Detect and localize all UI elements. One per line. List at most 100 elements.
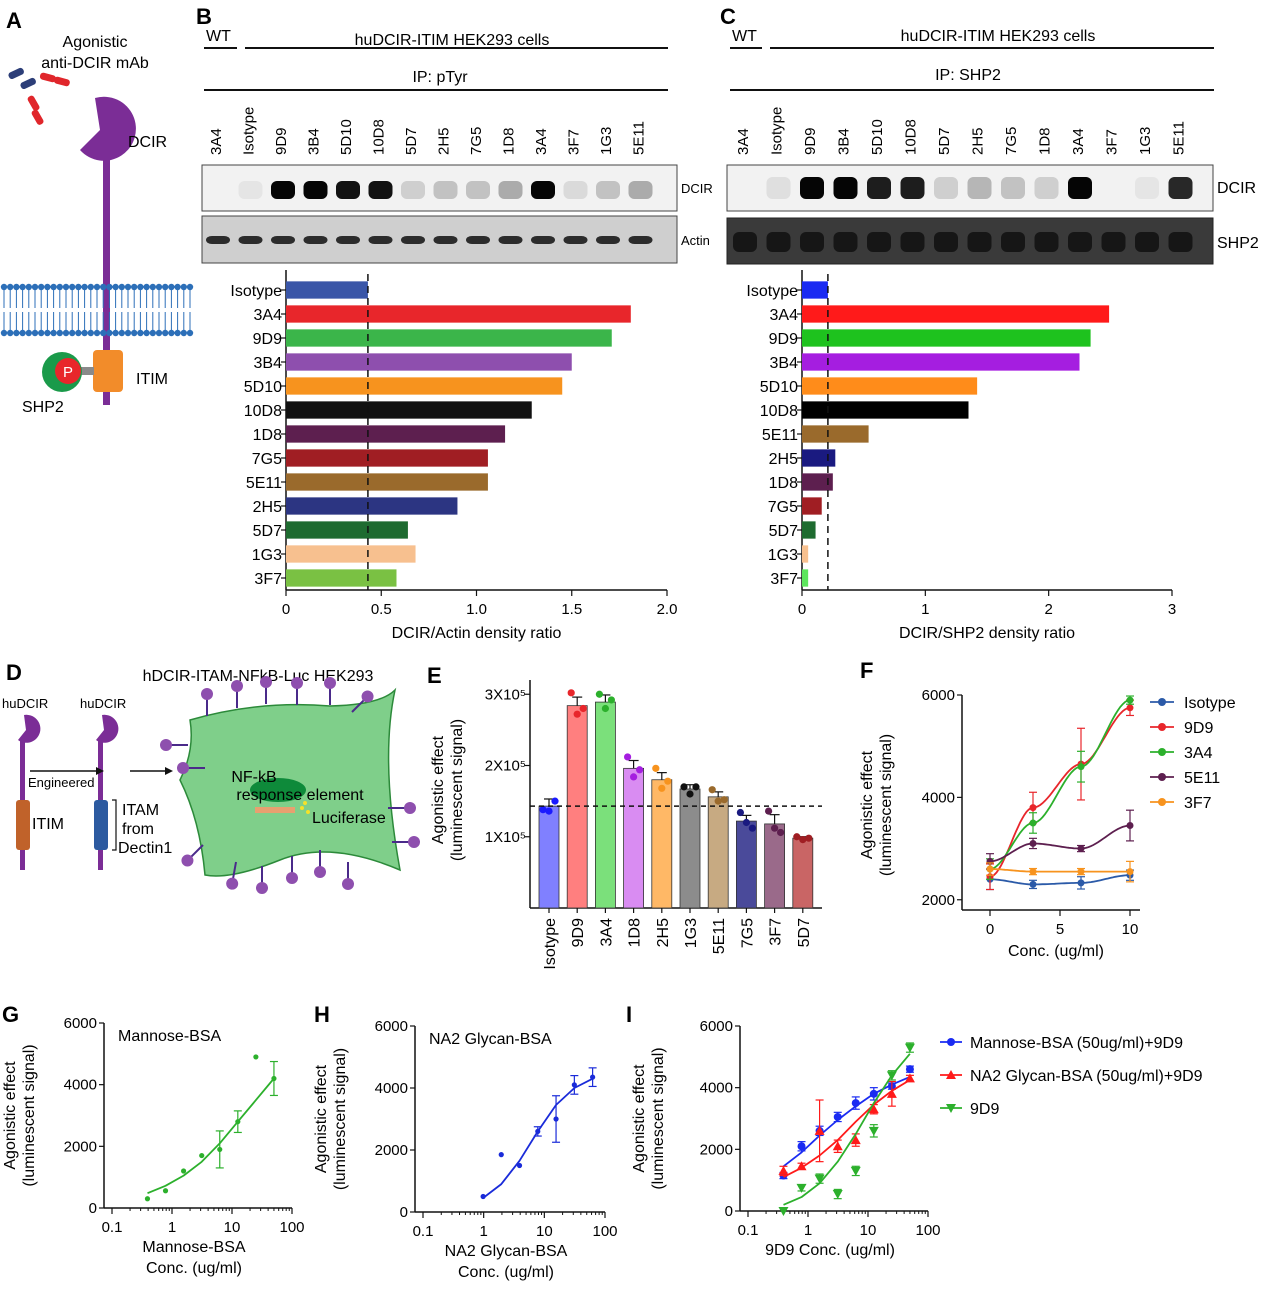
category-label: 5E11 xyxy=(246,475,282,492)
panel-a: A Agonistic anti-DCIR mAb DCIR ITIM P SH… xyxy=(0,8,194,416)
bar xyxy=(802,569,809,587)
d-itam-bracket xyxy=(112,799,117,851)
lane-label: 3A4 xyxy=(1070,128,1087,155)
lipid-head xyxy=(7,283,14,291)
data-point xyxy=(851,1099,860,1108)
lipid-head xyxy=(25,283,32,291)
panel-letter-h: H xyxy=(314,1002,330,1027)
lane-label: Isotype xyxy=(769,107,786,155)
cells-label-c: huDCIR-ITIM HEK293 cells xyxy=(901,28,1096,45)
itim-motif-icon xyxy=(93,350,123,392)
y-axis-label: (luminescent signal) xyxy=(449,719,466,861)
blot-band xyxy=(833,177,858,199)
receptor-icon xyxy=(324,677,336,705)
data-point xyxy=(1077,763,1085,771)
y-tick-label: 6000 xyxy=(64,1015,97,1032)
panel-letter-a: A xyxy=(6,8,22,33)
data-point xyxy=(886,1071,897,1081)
lipid-head xyxy=(25,329,32,337)
data-point xyxy=(253,1054,259,1060)
data-point xyxy=(1126,822,1134,830)
receptor-head xyxy=(260,676,272,688)
lipid-head xyxy=(0,329,8,337)
data-point xyxy=(720,796,728,804)
lipid-head xyxy=(143,329,150,337)
blot-band xyxy=(934,232,958,252)
data-point xyxy=(1029,880,1037,888)
panel-letter-f: F xyxy=(860,658,873,683)
d-itam-label-1: ITAM xyxy=(122,802,159,819)
lane-label: 2H5 xyxy=(970,127,987,155)
x-tick-label: 5 xyxy=(1056,921,1064,938)
mab-label-line2: anti-DCIR mAb xyxy=(41,55,149,72)
category-label: 5D7 xyxy=(796,918,813,947)
blot-band xyxy=(596,181,620,199)
linker-icon xyxy=(80,367,94,375)
receptor-icon xyxy=(201,688,213,716)
lane-label: 5E11 xyxy=(631,121,648,155)
bar xyxy=(286,377,563,395)
blot-label-actin-b: Actin xyxy=(681,233,710,248)
d-itim-label: ITIM xyxy=(32,816,64,833)
x-tick-label: 100 xyxy=(279,1219,304,1236)
blot-band xyxy=(433,181,458,199)
lipid-head xyxy=(143,283,150,291)
data-point xyxy=(797,1142,806,1151)
bar xyxy=(595,701,616,909)
lane-label: 10D8 xyxy=(903,119,920,155)
chart-i: 0 2000 4000 6000 0.1 1 10 100 9D9 Conc. (ug/ml) A… xyxy=(631,1018,1203,1259)
panel-e: E 1X10⁵ 2X10⁵ 3X10⁵ Agonistic effect (lumine… xyxy=(427,663,822,970)
blot-band xyxy=(238,236,263,244)
blot-band xyxy=(271,236,295,244)
x-tick-label: 10 xyxy=(536,1223,553,1240)
legend-marker xyxy=(1158,723,1166,731)
d-itam-label-3: Dectin1 xyxy=(118,840,172,857)
lipid-head xyxy=(131,283,138,291)
series-line xyxy=(989,824,1131,863)
data-point xyxy=(636,766,644,774)
phospho-label: P xyxy=(63,364,73,381)
lipid-head xyxy=(155,283,163,291)
blot-band xyxy=(1034,232,1059,252)
receptor-stalk xyxy=(231,861,237,880)
data-point xyxy=(571,1082,577,1088)
panel-d: D hDCIR-ITAM-NFkB-Luc HEK293 huDCIR huDC… xyxy=(2,660,420,894)
panel-f: F 2000 4000 6000 0 5 10 Conc. (ug/ml) Agonistic… xyxy=(859,658,1236,960)
legend-label: Mannose-BSA (50ug/ml)+9D9 xyxy=(970,1035,1183,1052)
category-label: 10D8 xyxy=(760,403,798,420)
bar xyxy=(286,449,488,467)
lane-label: 3A4 xyxy=(735,128,752,155)
x-tick-label: 100 xyxy=(592,1223,617,1240)
lipid-head xyxy=(186,329,194,337)
lane-label: 10D8 xyxy=(371,119,388,155)
receptor-head xyxy=(201,688,213,700)
receptor-icon xyxy=(286,856,298,884)
blot-band xyxy=(628,236,653,244)
receptor-stalk xyxy=(351,698,366,713)
x-tick-label: 1 xyxy=(479,1223,487,1240)
x-tick-label: 10 xyxy=(860,1222,877,1239)
blot-band xyxy=(401,236,425,244)
category-label: Isotype xyxy=(746,283,798,300)
receptor-icon xyxy=(226,861,239,890)
category-label: 2H5 xyxy=(253,499,282,516)
panel-b: B WT huDCIR-ITIM HEK293 cells IP: pTyr 3… xyxy=(196,4,713,642)
blot-band xyxy=(303,236,328,244)
chart-g: 0 2000 4000 6000 0.1 1 10 100 Mannose-BSA Conc. (… xyxy=(2,1015,305,1277)
category-label: 3A4 xyxy=(254,307,283,324)
d-arrowhead-1 xyxy=(96,767,104,775)
category-label: 3F7 xyxy=(254,571,282,588)
data-point xyxy=(777,828,785,837)
bar xyxy=(623,767,644,909)
data-point xyxy=(946,1104,956,1113)
blot-band xyxy=(900,232,925,252)
lane-label: 5D7 xyxy=(403,127,420,155)
chart-e: 1X10⁵ 2X10⁵ 3X10⁵ Agonistic effect (luminesc… xyxy=(430,680,822,970)
category-label: 7G5 xyxy=(252,451,282,468)
x-tick-label: 0.5 xyxy=(371,601,392,618)
lipid-head xyxy=(44,329,51,337)
legend-marker xyxy=(1158,698,1166,706)
receptor-head xyxy=(177,762,189,774)
blot-band xyxy=(531,181,555,199)
data-point xyxy=(535,1128,541,1134)
